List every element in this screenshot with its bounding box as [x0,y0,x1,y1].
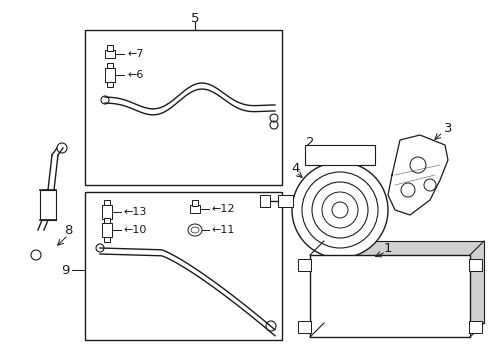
Circle shape [321,192,357,228]
Bar [107,45,113,51]
Bar [324,241,483,323]
Bar [40,190,56,220]
Text: ←13: ←13 [124,207,147,217]
Bar [105,50,115,58]
Text: 4: 4 [291,162,300,175]
Circle shape [331,202,347,218]
Bar [278,195,292,207]
Bar [309,255,469,337]
Text: ←7: ←7 [127,49,143,59]
Circle shape [311,182,367,238]
Bar [190,205,200,213]
Bar [104,200,110,205]
Text: 3: 3 [443,122,451,135]
Ellipse shape [191,227,199,233]
Bar [102,223,112,237]
Bar [468,259,481,271]
Circle shape [291,162,387,258]
Polygon shape [387,135,447,215]
Bar [107,82,113,87]
Text: ←10: ←10 [124,225,147,235]
Bar [85,192,282,340]
Bar [102,205,112,219]
Bar [192,200,198,206]
Bar [107,63,113,68]
Bar [104,218,110,223]
Bar [85,30,282,185]
Bar [104,237,110,242]
Text: 1: 1 [383,242,391,255]
Bar [297,321,310,333]
Ellipse shape [187,224,202,236]
Text: 2: 2 [305,135,314,148]
Bar [468,321,481,333]
Text: 8: 8 [63,224,72,237]
Text: 9: 9 [61,264,70,276]
Bar [297,259,310,271]
Bar [104,219,110,224]
Text: ←12: ←12 [212,204,235,214]
Bar [305,145,374,165]
Circle shape [302,172,377,248]
Bar [260,195,269,207]
Text: ←11: ←11 [212,225,235,235]
Text: ←6: ←6 [127,70,143,80]
Text: 5: 5 [190,12,199,24]
Bar [105,68,115,82]
